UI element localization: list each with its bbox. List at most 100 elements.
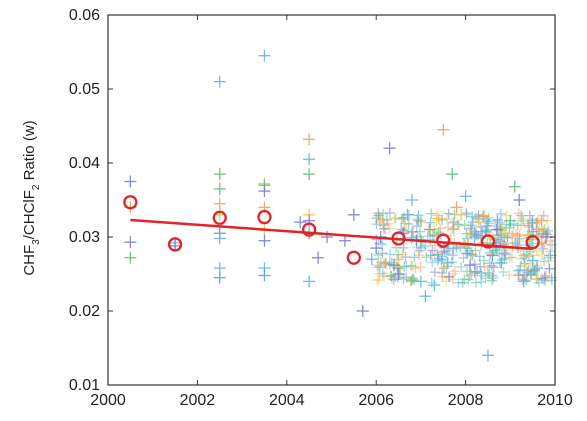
scatter-marker [419,290,432,303]
dense-scatter-marker [443,208,454,219]
dense-scatter-marker [374,268,385,279]
dense-scatter-marker [504,270,515,281]
annual-mean-marker [391,231,406,246]
scatter-marker [468,231,481,243]
scatter-marker [388,259,401,272]
scatter-marker [508,180,521,193]
y-axis-label: CHF3/CHClF2 Ratio (w) [21,120,42,275]
dense-scatter-marker [475,222,486,233]
dense-scatter-marker [437,267,448,278]
scatter-marker [464,259,477,272]
scatter-marker [312,251,325,264]
x-tick-label: 2008 [448,392,484,409]
scatter-marker [303,133,316,146]
scatter-marker [124,251,137,264]
dense-scatter-marker [486,260,497,271]
y-tick-label: 0.03 [69,229,100,246]
plot-frame [107,14,556,386]
scatter-marker [213,232,226,245]
dense-scatter-marker [514,265,525,276]
dense-scatter-marker [453,277,464,288]
dense-scatter-marker [494,248,505,259]
trend-layer [130,218,533,251]
dense-scatter-marker [420,241,431,252]
dense-scatter-marker [524,220,535,231]
x-tick-label: 2006 [358,392,394,409]
dense-scatter-marker [481,224,492,235]
scatter-marker [303,153,316,166]
dense-scatter-marker [486,275,497,286]
y-tick-label: 0.06 [69,7,100,24]
dense-scatter-marker [415,242,426,253]
dense-scatter-marker [461,208,472,219]
scatter-marker [437,123,450,136]
dense-scatter-marker [446,257,457,268]
dense-scatter-marker [541,270,552,281]
scatter-marker [124,175,137,188]
dense-scatter-marker [483,218,494,229]
annual-mean-marker [123,195,138,210]
annual-mean-marker [167,237,183,252]
scatter-layer [124,49,557,362]
scatter-marker [258,234,271,247]
y-tick-label: 0.01 [69,377,100,394]
dense-scatter-marker [447,224,458,235]
dense-scatter-marker [532,217,543,228]
dense-scatter-marker [432,255,443,266]
dense-scatter-marker [464,245,475,256]
scatter-marker [347,208,360,221]
dense-scatter-marker [383,218,394,229]
annual-mean-marker [257,209,272,225]
scatter-marker [356,305,369,317]
dense-scatter-marker [522,267,533,278]
dense-scatter-marker [544,263,555,274]
scatter-marker [423,223,436,236]
scatter-marker [531,262,544,275]
dense-scatter-marker [413,250,424,261]
annual-mean-marker [346,250,362,265]
scatter-marker [294,216,307,229]
dense-scatter-marker [511,229,522,240]
dense-scatter-marker [510,237,521,248]
dense-scatter-marker [407,273,418,284]
scatter-marker [124,236,137,249]
x-tick-label: 2000 [90,392,126,409]
scatter-marker [495,256,508,269]
y-tick-label: 0.04 [69,155,100,172]
scatter-marker [405,194,418,206]
dense-scatter-marker [425,217,436,228]
dense-scatter-marker [380,259,391,270]
trend-line [130,218,533,251]
dense-scatter-marker [456,261,467,272]
dense-scatter-marker [410,263,421,274]
dense-scatter-marker [539,275,550,286]
dense-scatter-marker [524,210,535,221]
scatter-marker [486,249,499,262]
scatter-marker [432,212,445,225]
scatter-marker [504,214,517,227]
dense-scatter-marker [409,275,420,286]
dense-scatter-marker [469,259,480,270]
dense-scatter-marker [476,277,487,288]
scatter-marker [446,168,459,181]
dense-scatter-marker [415,215,426,226]
dense-scatter-marker [487,270,498,281]
dense-scatter-marker [536,231,547,242]
x-tick-label: 2004 [269,392,305,409]
scatter-marker [213,168,226,181]
dense-scatter-marker [373,249,384,260]
scatter-marker [513,194,526,206]
scatter-marker [526,254,539,267]
dense-scatter-marker [415,262,426,273]
dense-scatter-marker [488,273,499,284]
dense-scatter-marker [518,215,529,226]
dense-scatter-marker [466,269,477,280]
dense-scatter-marker [373,275,384,286]
dense-scatter-marker [429,267,440,278]
scatter-marker [258,269,271,282]
dense-scatter-marker [403,218,414,229]
annual-mean-marker [480,234,496,249]
ylabel-part-3: Ratio (w) [21,120,38,184]
dense-scatter-marker [545,235,556,246]
ylabel-sub-1: 3 [31,239,42,245]
